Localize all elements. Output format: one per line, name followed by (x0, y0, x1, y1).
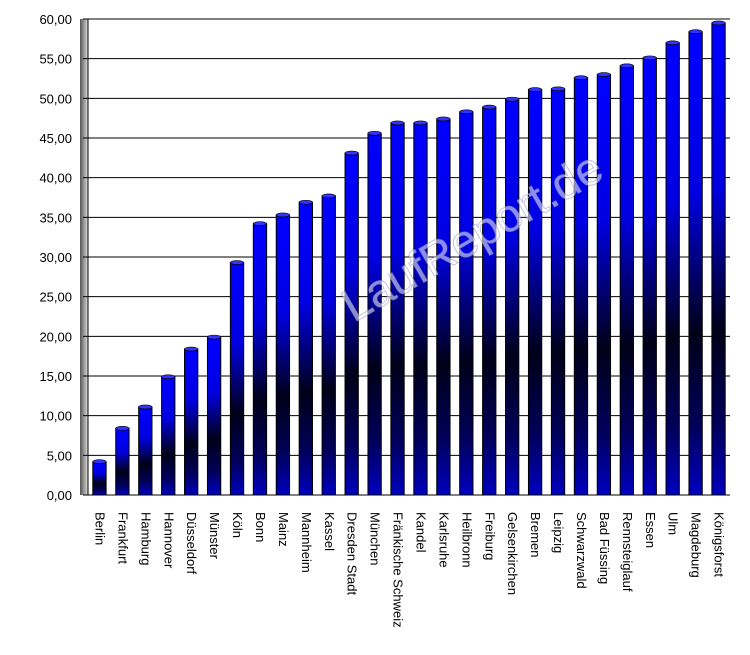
y-tick-label: 35,00 (39, 210, 72, 225)
x-tick-label: Köln (230, 512, 245, 538)
bar (138, 406, 153, 496)
bar-top (596, 72, 611, 77)
bar (459, 111, 474, 496)
bar-top (275, 212, 290, 218)
x-tick-label: Frankfurt (115, 512, 130, 564)
bar (642, 57, 657, 496)
bar (550, 88, 566, 496)
x-tick-label: Münster (207, 512, 222, 560)
y-tick-label: 60,00 (39, 12, 72, 27)
bar-top (344, 150, 359, 156)
y-tick-label: 40,00 (39, 171, 72, 186)
x-tick-label: München (368, 512, 383, 565)
bar (665, 42, 680, 496)
bar-top (92, 459, 107, 464)
bar (413, 122, 428, 496)
bar-top (505, 96, 520, 102)
x-tick-label: Leipzig (551, 512, 566, 553)
x-tick-label: Hannover (161, 512, 176, 569)
bar (252, 223, 268, 496)
bar (573, 77, 589, 496)
bar-top (161, 374, 176, 380)
bar-top (619, 63, 634, 69)
x-tick-label: Düsseldorf (184, 512, 199, 575)
x-tick-label: Königsforst (712, 512, 727, 577)
bar-top (390, 120, 405, 126)
x-tick-label: Mannheim (299, 512, 314, 573)
bar (688, 31, 703, 496)
bar-top (528, 87, 543, 92)
y-tick-label: 45,00 (39, 131, 72, 146)
bar-top (413, 120, 428, 126)
x-tick-label: Fränkische Schweiz (391, 512, 406, 628)
bar-top (138, 404, 153, 410)
x-tick-label: Schwarzwald (574, 512, 589, 589)
y-tick-label: 5,00 (47, 448, 72, 463)
bar-top (436, 116, 451, 122)
bar-top (253, 221, 267, 226)
x-tick-label: Kandel (413, 512, 428, 553)
y-tick-label: 30,00 (39, 250, 72, 265)
bar (184, 348, 199, 496)
bar-top (574, 75, 588, 81)
bar (92, 461, 107, 496)
x-tick-label: Bad Füssing (597, 512, 612, 584)
bar (482, 106, 497, 496)
x-tick-label: Freiburg (482, 512, 497, 560)
bar (161, 376, 176, 496)
y-tick-label: 50,00 (39, 91, 72, 106)
x-tick-label: Magdeburg (689, 512, 704, 578)
bar (505, 98, 520, 496)
x-tick-label: Bremen (528, 512, 543, 558)
bar (619, 65, 634, 496)
x-tick-label: Berlin (92, 512, 107, 545)
x-tick-label: Karlsruhe (436, 512, 451, 568)
bar-top (551, 86, 565, 92)
bar-top (207, 334, 222, 340)
bar (527, 89, 543, 496)
bar-top (688, 29, 703, 34)
y-tick-label: 0,00 (47, 488, 72, 503)
bar (596, 74, 612, 496)
bar-top (321, 193, 336, 199)
y-tick-label: 25,00 (39, 290, 72, 305)
y-tick-label: 10,00 (39, 409, 72, 424)
bar-top (642, 55, 657, 61)
bar-top (459, 109, 474, 115)
bar-top (665, 40, 680, 46)
bar-top (367, 130, 382, 136)
bar (275, 214, 291, 496)
x-tick-label: Rennsteiglauf (620, 512, 635, 592)
bar (115, 427, 130, 496)
y-tick-label: 20,00 (39, 329, 72, 344)
x-tick-label: Heilbronn (459, 512, 474, 568)
x-tick-label: Hamburg (138, 512, 153, 565)
bar-top (230, 260, 244, 265)
y-tick-label: 55,00 (39, 52, 72, 67)
bar-top (115, 426, 130, 431)
bar-top (184, 346, 199, 352)
x-tick-label: Mainz (276, 512, 291, 547)
x-tick-label: Bonn (253, 512, 268, 542)
bar (206, 336, 222, 496)
x-tick-label: Gelsenkirchen (505, 512, 520, 595)
x-tick-label: Essen (643, 512, 658, 548)
bar-top (298, 199, 313, 205)
x-tick-label: Kassel (322, 512, 337, 551)
x-tick-label: Ulm (666, 512, 681, 535)
bar-top (482, 104, 497, 110)
bar (711, 22, 726, 496)
bar (229, 262, 245, 496)
x-tick-label: Dresden Stadt (345, 512, 360, 595)
bar-top (711, 20, 726, 26)
bar (321, 195, 336, 496)
y-tick-label: 15,00 (39, 369, 72, 384)
bar (436, 118, 451, 496)
bar (298, 201, 313, 496)
